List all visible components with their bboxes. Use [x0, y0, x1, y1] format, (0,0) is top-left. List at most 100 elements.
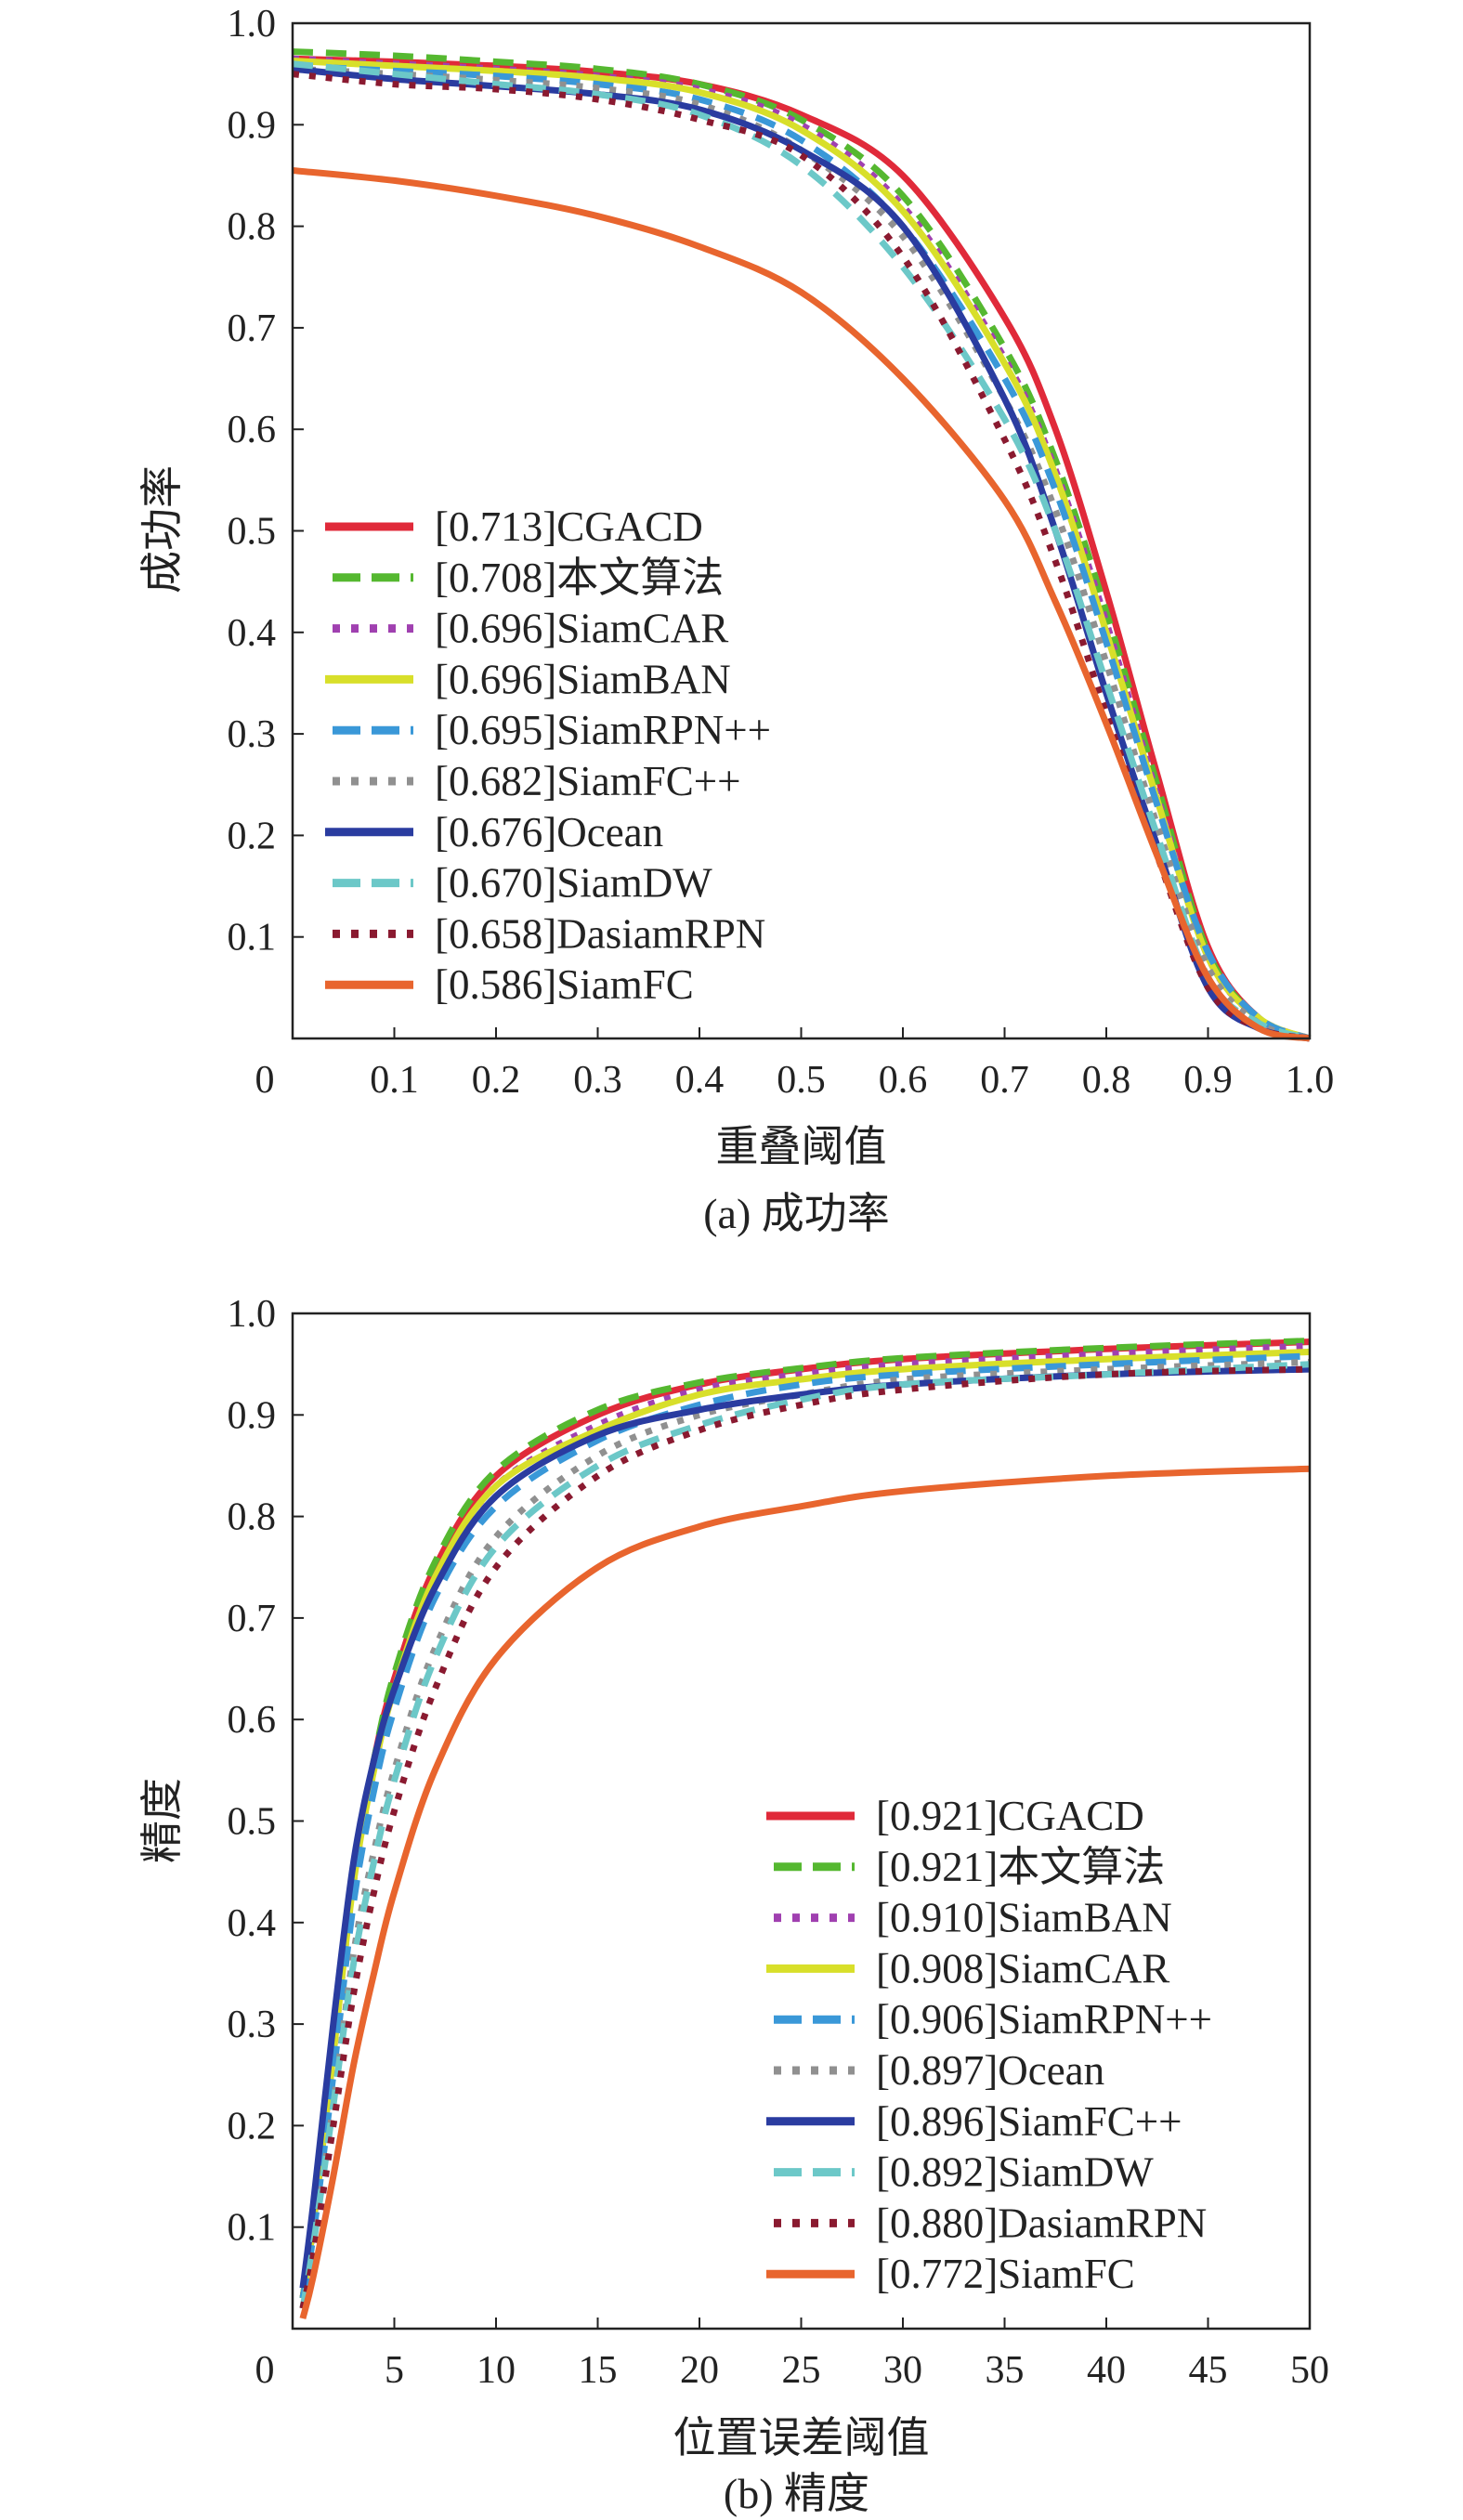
y-tick-label: 0.6 [228, 409, 277, 451]
series-line [299, 1361, 1311, 2309]
x-tick-label: 30 [883, 2349, 922, 2392]
y-tick-label: 0.9 [228, 104, 277, 147]
x-tick-label: 15 [579, 2349, 618, 2392]
x-tick-label: 25 [782, 2349, 821, 2392]
y-tick-label: 0.7 [228, 1598, 277, 1640]
x-tick-label: 20 [680, 2349, 719, 2392]
x-tick-label: 10 [477, 2349, 516, 2392]
legend-item: [0.880]DasiamRPN [774, 2200, 1207, 2246]
y-tick-label: 0.3 [228, 2004, 277, 2046]
legend-label: [0.921]本文算法 [876, 1844, 1165, 1890]
legend-label: [0.772]SiamFC [876, 2251, 1135, 2297]
legend-label: [0.906]SiamRPN++ [876, 1996, 1212, 2043]
x-tick-label: 1.0 [1286, 1059, 1335, 1102]
x-tick-label: 0.7 [980, 1059, 1029, 1102]
x-tick-label: 50 [1290, 2349, 1329, 2392]
y-tick-label: 0.7 [228, 307, 277, 350]
legend-item: [0.910]SiamBAN [774, 1895, 1172, 1941]
legend-item: [0.921]CGACD [766, 1793, 1144, 1839]
precision-chart: 0.1 0.2 0.3 0.4 0.5 0.6 0.7 0.8 0.9 1.0 5 10 15 20 25 3… [138, 1293, 1329, 2517]
legend-item: [0.892]SiamDW [774, 2149, 1154, 2196]
y-tick-label: 0.3 [228, 713, 277, 756]
figure-caption: (b) 精度 [724, 2470, 869, 2517]
legend-item: [0.696]SiamCAR [333, 606, 728, 652]
y-axis-title: 精度 [138, 1778, 186, 1863]
legend-label: [0.676]Ocean [435, 809, 663, 855]
x-tick-label: 0.2 [472, 1059, 521, 1102]
y-tick-label: 0.5 [228, 511, 277, 554]
x-tick-label: 0.8 [1082, 1059, 1131, 1102]
y-tick-label: 1.0 [228, 1293, 277, 1336]
y-tick-label: 0.8 [228, 206, 277, 249]
x-tick-label: 5 [385, 2349, 404, 2392]
legend-label: [0.896]SiamFC++ [876, 2098, 1182, 2145]
y-tick-label: 1.0 [228, 3, 277, 46]
x-tick-label: 0.9 [1183, 1059, 1233, 1102]
x-tick-label: 0.6 [879, 1059, 928, 1102]
y-tick-label: 0.1 [228, 2207, 277, 2250]
legend-item: [0.772]SiamFC [766, 2251, 1135, 2297]
legend-item: [0.908]SiamCAR [766, 1945, 1169, 1991]
y-tick-label: 0.2 [228, 815, 277, 857]
x-axis-title: 重叠阈值 [716, 1123, 887, 1170]
legend-label: [0.892]SiamDW [876, 2149, 1154, 2196]
legend-item: [0.696]SiamBAN [325, 656, 731, 702]
legend-label: [0.897]Ocean [876, 2047, 1104, 2094]
series-line [299, 1352, 1311, 2299]
legend: [0.921]CGACD[0.921]本文算法[0.910]SiamBAN[0.… [766, 1793, 1212, 2297]
legend-item: [0.695]SiamRPN++ [333, 707, 771, 753]
origin-label: 0 [255, 2349, 275, 2392]
legend-label: [0.658]DasiamRPN [435, 910, 765, 957]
x-tick-label: 0.5 [777, 1059, 826, 1102]
x-tick-label: 40 [1087, 2349, 1126, 2392]
x-tick-label: 0.4 [675, 1059, 725, 1102]
x-axis-title: 位置误差阈值 [673, 2414, 930, 2461]
y-tick-label: 0.1 [228, 917, 277, 960]
legend-label: [0.695]SiamRPN++ [435, 707, 771, 753]
legend-item: [0.897]Ocean [774, 2047, 1104, 2094]
legend-item: [0.658]DasiamRPN [333, 910, 765, 957]
y-tick-label: 0.2 [228, 2105, 277, 2148]
legend-item: [0.921]本文算法 [774, 1844, 1165, 1890]
legend-item: [0.670]SiamDW [333, 860, 712, 907]
legend-item: [0.896]SiamFC++ [766, 2098, 1182, 2145]
legend-label: [0.696]SiamBAN [435, 656, 731, 702]
legend-item: [0.906]SiamRPN++ [774, 1996, 1212, 2043]
y-tick-label: 0.4 [228, 612, 277, 655]
legend-label: [0.910]SiamBAN [876, 1895, 1172, 1941]
legend-label: [0.713]CGACD [435, 503, 703, 550]
legend-label: [0.908]SiamCAR [876, 1945, 1169, 1991]
y-tick-label: 0.4 [228, 1902, 277, 1945]
series-line [299, 1349, 1311, 2299]
series-line [299, 1465, 1311, 2319]
legend-item: [0.713]CGACD [325, 503, 703, 550]
x-tick-label: 45 [1189, 2349, 1228, 2392]
y-tick-label: 0.5 [228, 1801, 277, 1844]
legend-item: [0.708]本文算法 [333, 555, 724, 601]
legend-label: [0.696]SiamCAR [435, 606, 728, 652]
y-tick-label: 0.8 [228, 1496, 277, 1539]
success-rate-chart: 0.1 0.2 0.3 0.4 0.5 0.6 0.7 0.8 0.9 1.0 0.1 0.2 0.3 0… [138, 3, 1334, 1237]
y-tick-label: 0.6 [228, 1699, 277, 1742]
x-tick-label: 0.3 [573, 1059, 622, 1102]
legend-item: [0.682]SiamFC++ [333, 758, 741, 804]
legend-label: [0.586]SiamFC [435, 961, 694, 1008]
legend-label: [0.670]SiamDW [435, 860, 712, 907]
legend: [0.713]CGACD[0.708]本文算法[0.696]SiamCAR[0.… [325, 503, 771, 1008]
y-tick-label: 0.9 [228, 1394, 277, 1437]
legend-item: [0.676]Ocean [325, 809, 663, 855]
legend-item: [0.586]SiamFC [325, 961, 694, 1008]
series-line [292, 167, 1311, 1042]
legend-label: [0.921]CGACD [876, 1793, 1144, 1839]
origin-label: 0 [255, 1059, 275, 1102]
legend-label: [0.708]本文算法 [435, 555, 724, 601]
x-tick-label: 0.1 [370, 1059, 419, 1102]
figure-caption: (a) 成功率 [703, 1190, 890, 1237]
series-line [299, 1365, 1311, 2309]
series-line [299, 1342, 1311, 2299]
y-axis-title: 成功率 [138, 465, 186, 594]
legend-label: [0.682]SiamFC++ [435, 758, 741, 804]
legend-label: [0.880]DasiamRPN [876, 2200, 1207, 2246]
x-tick-label: 35 [986, 2349, 1025, 2392]
